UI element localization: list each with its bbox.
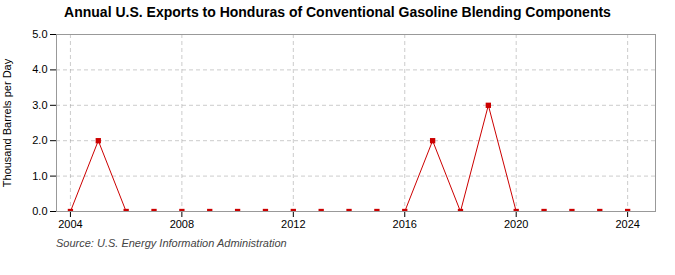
svg-text:2024: 2024: [615, 218, 639, 230]
svg-text:0.0: 0.0: [32, 205, 47, 217]
svg-text:Thousand Barrels per Day: Thousand Barrels per Day: [1, 58, 13, 187]
svg-text:2004: 2004: [58, 218, 82, 230]
svg-text:2.0: 2.0: [32, 134, 47, 146]
html-text:Source: U.S. Energy Informatio: Source: U.S. Energy Information Administ…: [56, 237, 287, 249]
svg-text:2012: 2012: [281, 218, 305, 230]
svg-text:1.0: 1.0: [32, 170, 47, 182]
svg-text:3.0: 3.0: [32, 99, 47, 111]
svg-text:5.0: 5.0: [32, 28, 47, 40]
svg-text:2020: 2020: [504, 218, 528, 230]
svg-text:2008: 2008: [170, 218, 194, 230]
svg-text:4.0: 4.0: [32, 63, 47, 75]
svg-text:2016: 2016: [393, 218, 417, 230]
html-text:Annual U.S. Exports to Hondura: Annual U.S. Exports to Honduras of Conve…: [64, 4, 611, 20]
